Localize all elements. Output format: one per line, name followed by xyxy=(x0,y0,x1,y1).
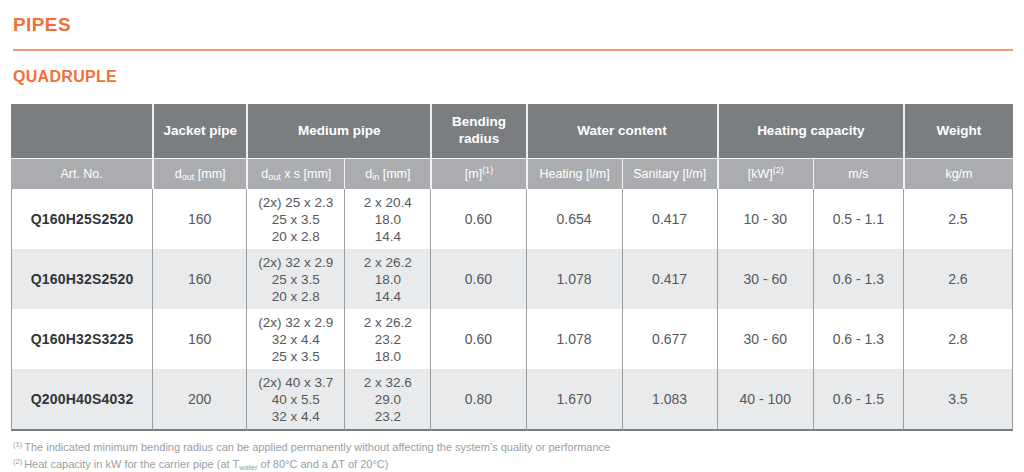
cell-medium-din: 2 x 26.218.014.4 xyxy=(344,249,430,309)
col-header-medium-din: din [mm] xyxy=(344,158,430,189)
cell-art-no: Q160H32S2520 xyxy=(11,249,152,309)
table-row: Q160H25S2520 160 (2x) 25 x 2.325 x 3.520… xyxy=(11,189,1013,249)
table-row: Q160H32S3225 160 (2x) 32 x 2.932 x 4.425… xyxy=(11,309,1013,369)
cell-art-no: Q200H40S4032 xyxy=(11,369,152,431)
group-header-row: Jacket pipe Medium pipe Bending radius W… xyxy=(11,104,1013,158)
cell-bending-radius: 0.60 xyxy=(430,189,525,249)
group-header-heating-capacity: Heating capacity xyxy=(717,104,903,158)
col-header-weight-kgm: kg/m xyxy=(903,158,1013,189)
col-header-water-heating: Heating [l/m] xyxy=(526,158,622,189)
pipes-spec-table: Jacket pipe Medium pipe Bending radius W… xyxy=(11,104,1013,431)
cell-water-heating: 0.654 xyxy=(526,189,622,249)
cell-bending-radius: 0.60 xyxy=(430,309,525,369)
col-header-medium-dout-s: dout x s [mm] xyxy=(246,158,344,189)
cell-capacity-ms: 0.5 - 1.1 xyxy=(813,189,903,249)
cell-capacity-kw: 40 - 100 xyxy=(717,369,813,431)
group-header-jacket-pipe: Jacket pipe xyxy=(152,104,246,158)
col-header-capacity-kw: [kW](2) xyxy=(717,158,813,189)
footnote-1: (1)The indicated minimum bending radius … xyxy=(13,440,1013,455)
datasheet-page: PIPES QUADRUPLE Jacket pipe Medium pipe … xyxy=(0,14,1024,472)
cell-weight: 2.5 xyxy=(903,189,1013,249)
cell-jacket-dout: 160 xyxy=(152,309,246,369)
group-header-water-content: Water content xyxy=(526,104,717,158)
col-header-capacity-ms: m/s xyxy=(813,158,903,189)
cell-bending-radius: 0.80 xyxy=(430,369,525,431)
cell-medium-dout-s: (2x) 32 x 2.925 x 3.520 x 2.8 xyxy=(246,249,344,309)
col-header-water-sanitary: Sanitary [l/m] xyxy=(622,158,717,189)
cell-medium-dout-s: (2x) 25 x 2.325 x 3.520 x 2.8 xyxy=(246,189,344,249)
cell-art-no: Q160H25S2520 xyxy=(11,189,152,249)
cell-jacket-dout: 200 xyxy=(152,369,246,431)
cell-medium-dout-s: (2x) 32 x 2.932 x 4.425 x 3.5 xyxy=(246,309,344,369)
group-header-medium-pipe: Medium pipe xyxy=(246,104,430,158)
cell-capacity-ms: 0.6 - 1.3 xyxy=(813,309,903,369)
cell-bending-radius: 0.60 xyxy=(430,249,525,309)
cell-water-sanitary: 0.677 xyxy=(622,309,717,369)
cell-medium-din: 2 x 20.418.014.4 xyxy=(344,189,430,249)
group-header-empty xyxy=(11,104,152,158)
cell-weight: 3.5 xyxy=(903,369,1013,431)
table-row: Q160H32S2520 160 (2x) 32 x 2.925 x 3.520… xyxy=(11,249,1013,309)
cell-medium-din: 2 x 26.223.218.0 xyxy=(344,309,430,369)
column-header-row: Art. No. dout [mm] dout x s [mm] din [mm… xyxy=(11,158,1013,189)
cell-capacity-ms: 0.6 - 1.3 xyxy=(813,249,903,309)
col-header-jacket-dout: dout [mm] xyxy=(152,158,246,189)
cell-art-no: Q160H32S3225 xyxy=(11,309,152,369)
cell-water-sanitary: 0.417 xyxy=(622,189,717,249)
cell-jacket-dout: 160 xyxy=(152,249,246,309)
col-header-bending-m: [m](1) xyxy=(430,158,525,189)
cell-jacket-dout: 160 xyxy=(152,189,246,249)
cell-medium-dout-s: (2x) 40 x 3.740 x 5.532 x 4.4 xyxy=(246,369,344,431)
cell-water-heating: 1.670 xyxy=(526,369,622,431)
cell-water-sanitary: 1.083 xyxy=(622,369,717,431)
cell-weight: 2.8 xyxy=(903,309,1013,369)
cell-weight: 2.6 xyxy=(903,249,1013,309)
table-row: Q200H40S4032 200 (2x) 40 x 3.740 x 5.532… xyxy=(11,369,1013,431)
col-header-art-no: Art. No. xyxy=(11,158,152,189)
cell-medium-din: 2 x 32.629.023.2 xyxy=(344,369,430,431)
cell-capacity-kw: 30 - 60 xyxy=(717,309,813,369)
cell-capacity-kw: 10 - 30 xyxy=(717,189,813,249)
cell-capacity-kw: 30 - 60 xyxy=(717,249,813,309)
cell-water-heating: 1.078 xyxy=(526,249,622,309)
cell-capacity-ms: 0.6 - 1.5 xyxy=(813,369,903,431)
cell-water-sanitary: 0.417 xyxy=(622,249,717,309)
cell-water-heating: 1.078 xyxy=(526,309,622,369)
footnote-2: (2)Heat capacity in kW for the carrier p… xyxy=(13,457,1013,472)
section-title: QUADRUPLE xyxy=(13,68,1013,86)
footnotes: (1)The indicated minimum bending radius … xyxy=(13,440,1013,472)
title-divider xyxy=(13,49,1013,51)
group-header-bending-radius: Bending radius xyxy=(430,104,525,158)
group-header-weight: Weight xyxy=(903,104,1013,158)
page-title: PIPES xyxy=(13,14,1013,36)
